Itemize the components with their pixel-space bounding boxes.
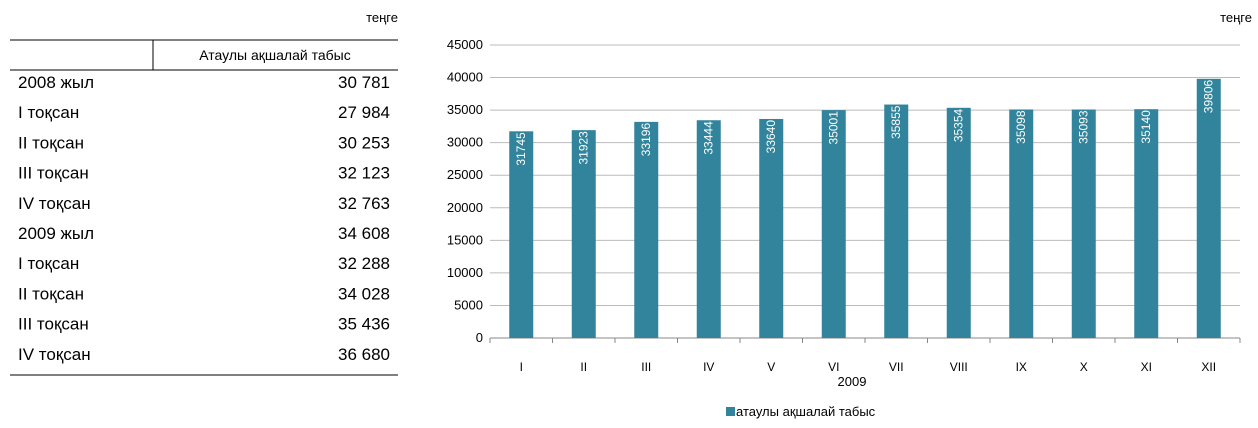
- row-label: IV тоқсан: [18, 345, 91, 364]
- x-tick-label: XI: [1141, 360, 1152, 374]
- row-label: I тоқсан: [18, 103, 79, 122]
- row-label: III тоқсан: [18, 315, 89, 334]
- row-value: 34 608: [338, 224, 390, 243]
- data-label: 39806: [1202, 79, 1216, 113]
- row-value: 32 123: [338, 164, 390, 183]
- row-value: 36 680: [338, 345, 390, 364]
- x-tick-label: IV: [703, 360, 714, 374]
- row-value: 34 028: [338, 284, 390, 303]
- row-label: II тоқсан: [18, 284, 84, 303]
- y-tick-label: 15000: [447, 232, 483, 247]
- y-tick-label: 10000: [447, 265, 483, 280]
- data-label: 35093: [1077, 110, 1091, 144]
- row-label: II тоқсан: [18, 133, 84, 152]
- bar: [1009, 109, 1034, 338]
- bar: [884, 104, 909, 338]
- data-label: 35354: [952, 108, 966, 142]
- data-label: 35001: [827, 111, 841, 145]
- x-tick-label: XII: [1201, 360, 1216, 374]
- bar: [1071, 109, 1096, 338]
- table-header: Атаулы ақшалай табыс: [199, 47, 350, 63]
- data-label: 33444: [702, 121, 716, 155]
- data-label: 31745: [514, 132, 528, 166]
- y-tick-label: 30000: [447, 135, 483, 150]
- y-tick-label: 40000: [447, 70, 483, 85]
- data-label: 35098: [1014, 110, 1028, 144]
- data-label: 33640: [764, 120, 778, 154]
- chart-unit: теңге: [1220, 10, 1252, 25]
- y-tick-label: 0: [476, 330, 483, 345]
- x-tick-label: X: [1080, 360, 1088, 374]
- row-label: I тоқсан: [18, 254, 79, 273]
- x-tick-label: I: [520, 360, 523, 374]
- row-value: 32 763: [338, 194, 390, 213]
- row-value: 30 781: [338, 73, 390, 92]
- x-tick-label: VI: [828, 360, 839, 374]
- y-tick-label: 20000: [447, 200, 483, 215]
- bar: [946, 107, 971, 338]
- x-tick-label: II: [580, 360, 587, 374]
- x-tick-label: III: [641, 360, 651, 374]
- x-tick-label: V: [767, 360, 775, 374]
- y-tick-label: 35000: [447, 102, 483, 117]
- row-label: 2008 жыл: [18, 73, 94, 92]
- row-value: 27 984: [338, 103, 390, 122]
- table-unit: теңге: [366, 10, 398, 25]
- x-tick-label: IX: [1016, 360, 1027, 374]
- row-value: 32 288: [338, 254, 390, 273]
- bar: [821, 110, 846, 338]
- y-tick-label: 25000: [447, 167, 483, 182]
- row-label: III тоқсан: [18, 164, 89, 183]
- bar: [634, 121, 659, 339]
- bar: [696, 120, 721, 338]
- data-label: 35140: [1139, 110, 1153, 144]
- x-axis-label: 2009: [838, 374, 867, 389]
- bar: [759, 118, 784, 339]
- data-label: 33196: [639, 123, 653, 157]
- bar: [1134, 109, 1159, 338]
- row-value: 30 253: [338, 133, 390, 152]
- x-tick-label: VIII: [950, 360, 968, 374]
- row-value: 35 436: [338, 315, 390, 334]
- y-tick-label: 5000: [454, 297, 483, 312]
- bar: [509, 131, 534, 338]
- data-label: 35855: [889, 105, 903, 139]
- row-label: 2009 жыл: [18, 224, 94, 243]
- bar: [571, 130, 596, 338]
- bar: [1196, 78, 1221, 338]
- y-tick-label: 45000: [447, 37, 483, 52]
- legend-swatch: [726, 407, 735, 416]
- data-label: 31923: [577, 131, 591, 165]
- legend-label: атаулы ақшалай табыс: [736, 404, 876, 419]
- x-tick-label: VII: [889, 360, 904, 374]
- row-label: IV тоқсан: [18, 194, 91, 213]
